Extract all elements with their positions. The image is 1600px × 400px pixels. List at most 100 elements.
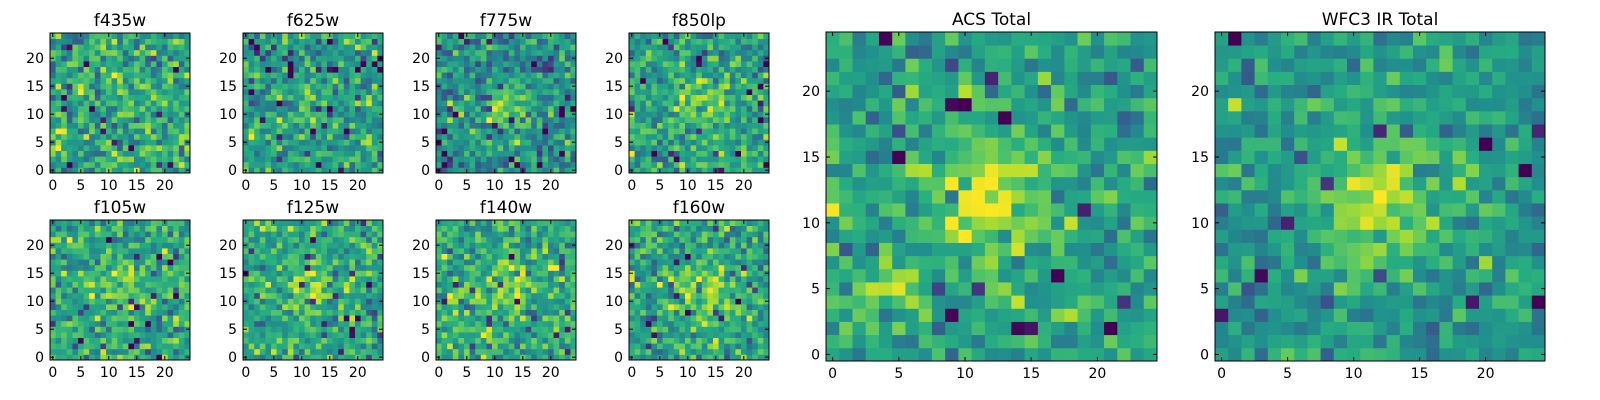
heatmap-cell	[553, 315, 560, 322]
heatmap-cell	[741, 161, 747, 168]
heatmap-cell	[61, 89, 68, 95]
heatmap-cell	[287, 326, 294, 333]
heatmap-cell	[332, 145, 339, 151]
heatmap-cell	[673, 145, 680, 151]
heatmap-cell	[514, 94, 521, 101]
heatmap-cell	[327, 44, 333, 51]
heatmap-cell	[167, 117, 174, 123]
heatmap-cell	[475, 264, 482, 271]
heatmap-cell	[355, 49, 361, 56]
heatmap-cell	[645, 122, 652, 129]
heatmap-cell	[122, 72, 129, 79]
heatmap-cell	[657, 270, 663, 277]
heatmap-cell	[78, 55, 84, 62]
heatmap-cell	[321, 161, 328, 168]
heatmap-cell	[746, 33, 753, 39]
heatmap-cell	[134, 253, 140, 260]
heatmap-cell	[282, 281, 289, 288]
heatmap-cell	[111, 89, 118, 95]
heatmap-cell	[735, 72, 742, 79]
heatmap-cell	[173, 38, 180, 45]
heatmap-cell	[321, 337, 328, 344]
heatmap-cell	[377, 128, 384, 135]
heatmap-cell	[371, 44, 378, 51]
heatmap-cell	[508, 94, 515, 101]
heatmap-cell	[629, 309, 635, 316]
heatmap-cell	[701, 156, 708, 163]
y-tick-label: 5	[35, 135, 44, 151]
heatmap-cell	[254, 242, 261, 249]
heatmap-cell	[486, 55, 493, 62]
heatmap-cell	[72, 55, 79, 62]
heatmap-cell	[259, 161, 266, 168]
heatmap-cell	[78, 128, 84, 135]
heatmap-cell	[436, 337, 442, 344]
heatmap-cell	[248, 337, 255, 344]
heatmap-cell	[741, 292, 747, 299]
heatmap-cell	[458, 72, 465, 79]
heatmap-cell	[724, 139, 731, 146]
heatmap-cell	[167, 281, 174, 288]
heatmap-cell	[310, 122, 317, 129]
heatmap-cell	[542, 133, 549, 140]
heatmap-cell	[299, 248, 305, 254]
heatmap-cell	[447, 61, 454, 67]
heatmap-cell	[564, 100, 571, 107]
heatmap-cell	[553, 242, 560, 249]
heatmap-cell	[89, 276, 96, 282]
heatmap-cell	[282, 276, 289, 282]
heatmap-cell	[492, 94, 498, 101]
heatmap-cell	[321, 89, 328, 95]
heatmap-cell	[117, 315, 124, 322]
heatmap-cell	[100, 72, 107, 79]
heatmap-cell	[570, 33, 577, 39]
heatmap-cell	[78, 156, 84, 163]
heatmap-cell	[508, 111, 515, 118]
heatmap-cell	[553, 100, 560, 107]
heatmap-cell	[167, 122, 174, 129]
heatmap-cell	[360, 66, 367, 73]
heatmap-cell	[548, 242, 554, 249]
heatmap-cell	[61, 33, 68, 39]
heatmap-cell	[343, 167, 350, 174]
y-tick-label: 20	[219, 238, 237, 254]
heatmap-cell	[634, 133, 641, 140]
heatmap-cell	[111, 128, 118, 135]
heatmap-cell	[254, 337, 261, 344]
heatmap-cell	[497, 281, 504, 288]
heatmap-cell	[122, 38, 129, 45]
heatmap-cell	[139, 320, 146, 327]
heatmap-cell	[735, 304, 742, 310]
heatmap-cell	[696, 72, 703, 79]
heatmap-cell	[651, 128, 658, 135]
heatmap-cell	[735, 38, 742, 45]
heatmap-cell	[310, 167, 317, 174]
heatmap-cell	[690, 337, 697, 344]
heatmap-cell	[640, 304, 647, 310]
heatmap-cell	[349, 298, 356, 305]
heatmap-cell	[248, 220, 255, 226]
y-tick-label: 0	[421, 163, 430, 179]
heatmap-cell	[371, 248, 378, 254]
heatmap-cell	[685, 100, 691, 107]
heatmap-cell	[553, 44, 560, 51]
heatmap-cell	[293, 117, 300, 123]
heatmap-cell	[718, 287, 725, 294]
heatmap-cell	[78, 287, 84, 294]
heatmap-cell	[299, 281, 305, 288]
heatmap-cell	[475, 248, 482, 254]
heatmap-cell	[634, 292, 641, 299]
heatmap-cell	[162, 49, 168, 56]
heatmap-cell	[447, 259, 454, 266]
heatmap-cell	[271, 133, 277, 140]
heatmap-cell	[321, 248, 328, 254]
heatmap-cell	[304, 287, 311, 294]
heatmap-cell	[542, 354, 549, 361]
heatmap-cell	[662, 287, 669, 294]
heatmap-cell	[464, 343, 470, 350]
heatmap-cell	[259, 38, 266, 45]
heatmap-cell	[640, 89, 647, 95]
heatmap-cell	[564, 343, 571, 350]
heatmap-cell	[475, 287, 482, 294]
heatmap-cell	[685, 343, 691, 350]
